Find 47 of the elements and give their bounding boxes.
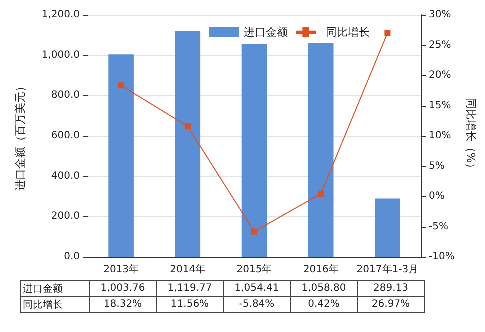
- data-label: 1,054.41: [224, 280, 290, 296]
- data-label: 18.32%: [90, 296, 156, 312]
- legend-label: 同比增长: [326, 26, 370, 39]
- x-tick-label: 2013年: [104, 264, 140, 276]
- legend-label: 进口金额: [244, 26, 288, 39]
- text: 进口金额: [23, 284, 63, 294]
- data-label: 1,119.77: [156, 280, 224, 296]
- y2-tick-label: 0%: [429, 191, 445, 202]
- y2-tick-label: 20%: [429, 70, 452, 81]
- y2-tick-label: 25%: [429, 40, 452, 51]
- y-tick-label: 1,000.0: [42, 50, 80, 61]
- data-label: 289.13: [358, 280, 424, 296]
- bar: [175, 31, 201, 257]
- y2-tick-label: 5%: [429, 160, 445, 172]
- point: [118, 82, 124, 89]
- point: [318, 190, 324, 197]
- point: [252, 228, 258, 235]
- x-tick-label: 2014年: [170, 264, 206, 276]
- bar: [308, 43, 334, 257]
- y2-tick-label: 15%: [429, 100, 452, 112]
- data-label: 1,003.76: [90, 280, 156, 296]
- data-label: 26.97%: [358, 296, 424, 312]
- text: 同比增长: [23, 300, 63, 310]
- data-label: 0.42%: [290, 296, 358, 312]
- y2-tick-label: -10%: [429, 252, 455, 262]
- y-tick-label: 0.0: [64, 252, 80, 262]
- x-tick-label: 2015年: [236, 264, 272, 276]
- y2-tick-label: 10%: [429, 130, 452, 142]
- y2-tick-label: 30%: [429, 10, 452, 20]
- bar: [242, 44, 268, 257]
- y-tick-label: 200.0: [51, 211, 80, 222]
- y-tick-label: 800.0: [51, 90, 80, 102]
- y2-tick-label: -5%: [429, 221, 448, 232]
- y2-axis-title: 同比增长（%）: [464, 98, 478, 174]
- bar: [375, 198, 400, 257]
- point: [384, 30, 391, 36]
- y-axis-title: 进口金额（百万美元）: [14, 81, 27, 191]
- data-label: 1,058.80: [290, 280, 358, 296]
- y-tick-label: 600.0: [51, 130, 80, 142]
- point: [184, 124, 191, 130]
- data-label: -5.84%: [224, 296, 290, 312]
- y-tick-label: 1,200.0: [42, 10, 80, 20]
- x-tick-label: 2017年1-3月: [356, 264, 419, 276]
- data-label: 11.56%: [156, 296, 224, 312]
- x-tick-label: 2016年: [303, 264, 339, 276]
- y-tick-label: 400.0: [51, 170, 80, 182]
- bar: [108, 54, 134, 257]
